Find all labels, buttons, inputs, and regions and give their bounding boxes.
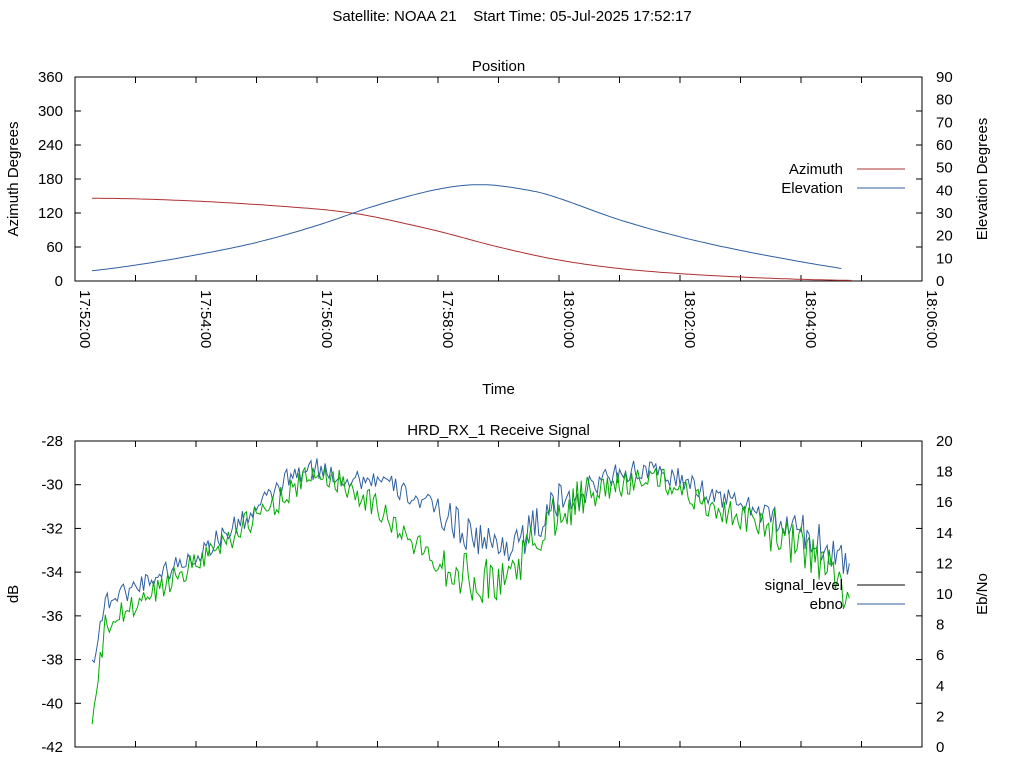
position-y-right-tick-label: 60 xyxy=(936,137,953,154)
receive-signal-chart: HRD_RX_1 Receive Signal -42 -40 -38 -36 -34 -3… xyxy=(5,422,991,756)
signal-y-right-tick-label: 20 xyxy=(936,433,953,450)
position-y-right-tick-label: 30 xyxy=(936,205,953,222)
start-time-label: Start Time: 05-Jul-2025 17:52:17 xyxy=(473,8,692,25)
signal-y-left-tick-label: -30 xyxy=(41,477,63,494)
position-x-label: Time xyxy=(482,381,515,398)
signal-series-trace-2 xyxy=(91,466,850,725)
position-y-left-tick-label: 300 xyxy=(38,103,63,120)
signal-y-right-tick-label: 14 xyxy=(936,525,953,542)
position-y-left-tick-label: 120 xyxy=(38,205,63,222)
position-y-right-tick-label: 40 xyxy=(936,182,953,199)
signal-y-left-tick-label: -34 xyxy=(41,564,63,581)
position-series-elevation xyxy=(92,184,842,272)
signal-y-left-tick-label: -32 xyxy=(41,520,63,537)
position-y-right-tick-label: 0 xyxy=(936,273,944,290)
signal-y-right-tick-label: 0 xyxy=(936,739,944,756)
position-x-tick-label: 17:54:00 xyxy=(197,290,214,348)
position-y-right-tick-label: 20 xyxy=(936,228,953,245)
signal-y-right-tick-label: 12 xyxy=(936,555,953,572)
position-y-right-label: Elevation Degrees xyxy=(974,118,991,241)
position-x-tick-label: 17:56:00 xyxy=(318,290,335,348)
satellite-label: Satellite: NOAA 21 xyxy=(332,8,457,25)
signal-y-left-tick-label: -28 xyxy=(41,433,63,450)
position-legend-label-elevation: Elevation xyxy=(781,180,843,197)
signal-y-right-tick-label: 10 xyxy=(936,586,953,603)
position-y-left-tick-label: 60 xyxy=(46,239,63,256)
position-legend-label-azimuth: Azimuth xyxy=(789,161,843,178)
position-title: Position xyxy=(472,58,525,75)
position-series-azimuth xyxy=(92,197,852,281)
position-x-tick-label: 17:52:00 xyxy=(76,290,93,348)
position-y-right-tick-label: 90 xyxy=(936,69,953,86)
signal-plot-frame xyxy=(74,440,923,748)
signal-y-left-tick-label: -42 xyxy=(41,739,63,756)
signal-y-right-tick-label: 2 xyxy=(936,708,944,725)
signal-series-ebno xyxy=(91,458,850,664)
position-x-tick-label: 18:00:00 xyxy=(560,290,577,348)
position-plot-frame xyxy=(74,76,923,282)
position-chart: Position 0 60 120 180 240 300 360 0 10 20 30 40 50 60 7… xyxy=(5,58,991,398)
position-x-tick-label: 18:06:00 xyxy=(923,290,940,348)
signal-y-right-tick-label: 18 xyxy=(936,464,953,481)
position-x-tick-label: 17:58:00 xyxy=(439,290,456,348)
signal-legend-label-ebno: ebno xyxy=(810,596,843,613)
signal-y-right-tick-label: 8 xyxy=(936,617,944,634)
position-y-right-tick-label: 70 xyxy=(936,114,953,131)
signal-y-right-label: Eb/No xyxy=(974,573,991,615)
position-y-left-label: Azimuth Degrees xyxy=(5,121,22,236)
position-y-left-tick-label: 0 xyxy=(55,273,63,290)
signal-legend-label-signal-level: signal_level xyxy=(765,577,843,594)
signal-y-left-tick-label: -38 xyxy=(41,652,63,669)
position-y-left-tick-label: 240 xyxy=(38,137,63,154)
page-title: Satellite: NOAA 21 Start Time: 05-Jul-20… xyxy=(0,8,1024,25)
signal-y-right-tick-label: 4 xyxy=(936,678,944,695)
signal-y-left-tick-label: -40 xyxy=(41,695,63,712)
position-y-left-tick-label: 180 xyxy=(38,171,63,188)
position-y-right-tick-label: 10 xyxy=(936,250,953,267)
position-x-tick-label: 18:02:00 xyxy=(681,290,698,348)
signal-y-right-tick-label: 16 xyxy=(936,494,953,511)
signal-y-right-tick-label: 6 xyxy=(936,647,944,664)
signal-title: HRD_RX_1 Receive Signal xyxy=(407,422,590,439)
position-x-tick-label: 18:04:00 xyxy=(802,290,819,348)
position-y-right-tick-label: 80 xyxy=(936,92,953,109)
signal-y-left-label: dB xyxy=(5,585,22,603)
position-y-right-tick-label: 50 xyxy=(936,160,953,177)
signal-y-left-tick-label: -36 xyxy=(41,608,63,625)
position-y-left-tick-label: 360 xyxy=(38,69,63,86)
